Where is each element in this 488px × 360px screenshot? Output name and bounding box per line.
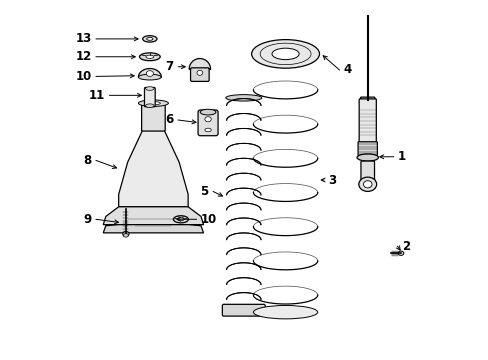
Ellipse shape <box>138 74 161 80</box>
Ellipse shape <box>251 40 319 68</box>
FancyBboxPatch shape <box>190 68 209 81</box>
Ellipse shape <box>397 251 403 255</box>
Text: 10: 10 <box>201 213 217 226</box>
Ellipse shape <box>204 128 211 132</box>
FancyBboxPatch shape <box>144 87 155 107</box>
Text: 8: 8 <box>83 154 91 167</box>
Ellipse shape <box>146 102 160 105</box>
Ellipse shape <box>204 117 211 122</box>
Polygon shape <box>103 207 203 225</box>
Ellipse shape <box>123 234 128 237</box>
Text: 11: 11 <box>89 89 105 102</box>
Text: 13: 13 <box>75 32 91 45</box>
Ellipse shape <box>145 55 153 58</box>
Text: 12: 12 <box>75 50 91 63</box>
Text: 1: 1 <box>397 150 406 163</box>
FancyBboxPatch shape <box>198 110 218 136</box>
Text: 7: 7 <box>165 60 173 73</box>
Ellipse shape <box>200 109 216 115</box>
Ellipse shape <box>356 154 378 161</box>
FancyBboxPatch shape <box>357 142 377 156</box>
Ellipse shape <box>145 104 154 108</box>
Ellipse shape <box>253 306 317 319</box>
Ellipse shape <box>139 53 160 61</box>
Text: 4: 4 <box>343 63 351 76</box>
Text: 2: 2 <box>401 240 409 253</box>
Ellipse shape <box>197 70 203 75</box>
FancyBboxPatch shape <box>360 161 374 183</box>
Ellipse shape <box>363 181 371 188</box>
Ellipse shape <box>358 177 376 192</box>
FancyBboxPatch shape <box>358 99 376 143</box>
Ellipse shape <box>177 218 184 221</box>
Text: 3: 3 <box>328 174 336 186</box>
Ellipse shape <box>225 95 261 101</box>
Ellipse shape <box>122 231 129 237</box>
Ellipse shape <box>142 36 157 42</box>
Ellipse shape <box>146 71 153 76</box>
Text: 5: 5 <box>200 185 208 198</box>
Polygon shape <box>189 59 210 69</box>
Ellipse shape <box>271 48 299 60</box>
Text: 10: 10 <box>75 70 91 83</box>
Text: 9: 9 <box>83 213 91 226</box>
Ellipse shape <box>146 37 153 40</box>
FancyBboxPatch shape <box>142 102 165 131</box>
Polygon shape <box>138 68 161 77</box>
Polygon shape <box>119 130 188 207</box>
FancyBboxPatch shape <box>222 304 264 316</box>
Text: 6: 6 <box>165 113 173 126</box>
Polygon shape <box>103 225 203 233</box>
Ellipse shape <box>145 87 154 90</box>
Ellipse shape <box>173 216 188 223</box>
FancyBboxPatch shape <box>360 97 374 106</box>
Ellipse shape <box>138 100 168 107</box>
